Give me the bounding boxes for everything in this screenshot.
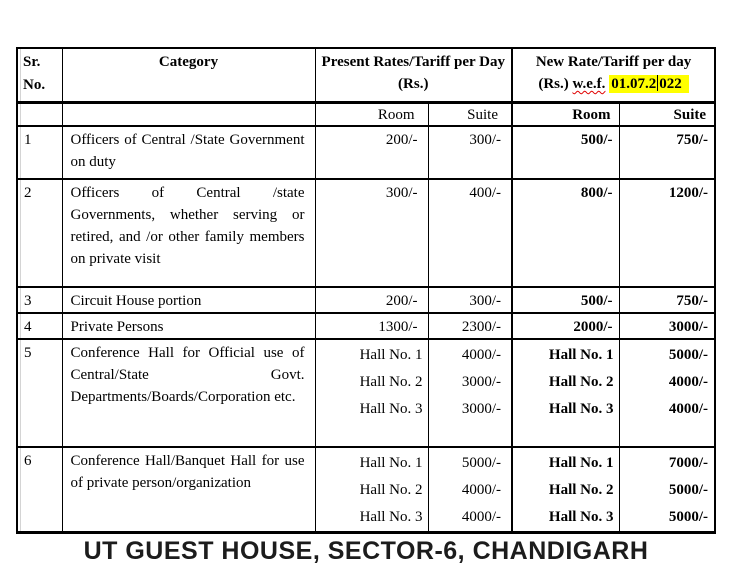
hall-label: Hall No. 2 (359, 481, 423, 498)
hall-label: Hall No. 1 (359, 346, 423, 363)
header-new-suite: Suite (618, 101, 716, 127)
header-empty-sr (16, 101, 63, 127)
new-suite-cell: 3000/- (618, 312, 716, 340)
new-hall-prices-cell: 5000/- 4000/- 4000/- (618, 338, 716, 448)
sr-cell: 4 (16, 312, 63, 340)
hall-label: Hall No. 2 (548, 373, 614, 390)
hall-price: 4000/- (668, 400, 709, 417)
hall-price: 5000/- (461, 454, 502, 471)
hall-label: Hall No. 2 (359, 373, 423, 390)
hall-label: Hall No. 3 (359, 508, 423, 525)
present-hall-labels-cell: Hall No. 1 Hall No. 2 Hall No. 3 (314, 446, 429, 533)
table-row: 4 Private Persons 1300/- 2300/- 2000/- 3000/- (16, 312, 716, 340)
date-before-caret: 01.07.2 (611, 76, 657, 92)
header-sr-no: Sr. No. (16, 47, 63, 104)
table-row: 6 Conference Hall/Banquet Hall for use of… (16, 446, 716, 533)
new-hall-labels-cell: Hall No. 1 Hall No. 2 Hall No. 3 (511, 446, 620, 533)
hall-price: 3000/- (461, 373, 502, 390)
hall-price: 4000/- (668, 373, 709, 390)
new-rates-prefix: New Rate/Tariff per day (Rs.) (535, 54, 692, 92)
new-room-cell: 500/- (511, 286, 620, 314)
hall-label: Hall No. 1 (359, 454, 423, 471)
header-row-sub: Room Suite Room Suite (16, 101, 716, 127)
category-cell: Circuit House portion (61, 286, 316, 314)
present-suite-cell: 2300/- (427, 312, 513, 340)
sr-cell: 3 (16, 286, 63, 314)
header-present-rates: Present Rates/Tariff per Day (Rs.) (314, 47, 513, 104)
header-present-suite: Suite (427, 101, 513, 127)
sr-cell: 6 (16, 446, 63, 533)
hall-price: 7000/- (668, 454, 709, 471)
table-row: 5 Conference Hall for Official use of Cen… (16, 338, 716, 448)
category-cell: Officers of Central /state Governments, … (61, 178, 316, 288)
sr-cell: 2 (16, 178, 63, 288)
category-cell: Conference Hall for Official use of Cent… (61, 338, 316, 448)
new-suite-cell: 750/- (618, 125, 716, 180)
new-room-cell: 800/- (511, 178, 620, 288)
hall-price: 3000/- (461, 400, 502, 417)
header-new-rates: New Rate/Tariff per day (Rs.) w.e.f. 01.… (511, 47, 716, 104)
footer-title: UT GUEST HOUSE, SECTOR-6, CHANDIGARH (83, 537, 649, 565)
document-page: Sr. No. Category Present Rates/Tariff pe… (16, 47, 717, 565)
hall-price: 5000/- (668, 508, 709, 525)
date-after-caret: 022 (659, 76, 682, 92)
hall-label: Hall No. 3 (548, 400, 614, 417)
new-room-cell: 2000/- (511, 312, 620, 340)
category-cell: Officers of Central /State Government on… (61, 125, 316, 180)
present-room-cell: 1300/- (314, 312, 429, 340)
rates-table: Sr. No. Category Present Rates/Tariff pe… (16, 47, 717, 534)
present-hall-prices-cell: 5000/- 4000/- 4000/- (427, 446, 513, 533)
hall-price: 5000/- (668, 346, 709, 363)
new-suite-cell: 750/- (618, 286, 716, 314)
category-cell: Private Persons (61, 312, 316, 340)
header-empty-category (61, 101, 316, 127)
sr-cell: 1 (16, 125, 63, 180)
hall-label: Hall No. 1 (548, 346, 614, 363)
hall-price: 5000/- (668, 481, 709, 498)
hall-label: Hall No. 1 (548, 454, 614, 471)
sr-cell: 5 (16, 338, 63, 448)
hall-price: 4000/- (461, 508, 502, 525)
present-hall-prices-cell: 4000/- 3000/- 3000/- (427, 338, 513, 448)
present-suite-cell: 300/- (427, 286, 513, 314)
new-room-cell: 500/- (511, 125, 620, 180)
table-row: 3 Circuit House portion 200/- 300/- 500/- 750… (16, 286, 716, 314)
hall-label: Hall No. 3 (548, 508, 614, 525)
hall-label: Hall No. 2 (548, 481, 614, 498)
effective-date-highlight[interactable]: 01.07.2 022 (609, 75, 689, 93)
hall-price: 4000/- (461, 346, 502, 363)
wef-abbrev: w.e.f. (572, 76, 606, 92)
header-new-room: Room (511, 101, 620, 127)
present-hall-labels-cell: Hall No. 1 Hall No. 2 Hall No. 3 (314, 338, 429, 448)
table-row: 1 Officers of Central /State Government o… (16, 125, 716, 180)
present-room-cell: 200/- (314, 286, 429, 314)
header-row-main: Sr. No. Category Present Rates/Tariff pe… (16, 47, 716, 104)
text-caret (657, 75, 659, 91)
new-hall-prices-cell: 7000/- 5000/- 5000/- (618, 446, 716, 533)
new-hall-labels-cell: Hall No. 1 Hall No. 2 Hall No. 3 (511, 338, 620, 448)
category-cell: Conference Hall/Banquet Hall for use of … (61, 446, 316, 533)
table-row: 2 Officers of Central /state Governments,… (16, 178, 716, 288)
hall-price: 4000/- (461, 481, 502, 498)
present-room-cell: 200/- (314, 125, 429, 180)
hall-label: Hall No. 3 (359, 400, 423, 417)
present-suite-cell: 400/- (427, 178, 513, 288)
new-suite-cell: 1200/- (618, 178, 716, 288)
present-suite-cell: 300/- (427, 125, 513, 180)
header-category: Category (61, 47, 316, 104)
header-present-room: Room (314, 101, 429, 127)
present-room-cell: 300/- (314, 178, 429, 288)
